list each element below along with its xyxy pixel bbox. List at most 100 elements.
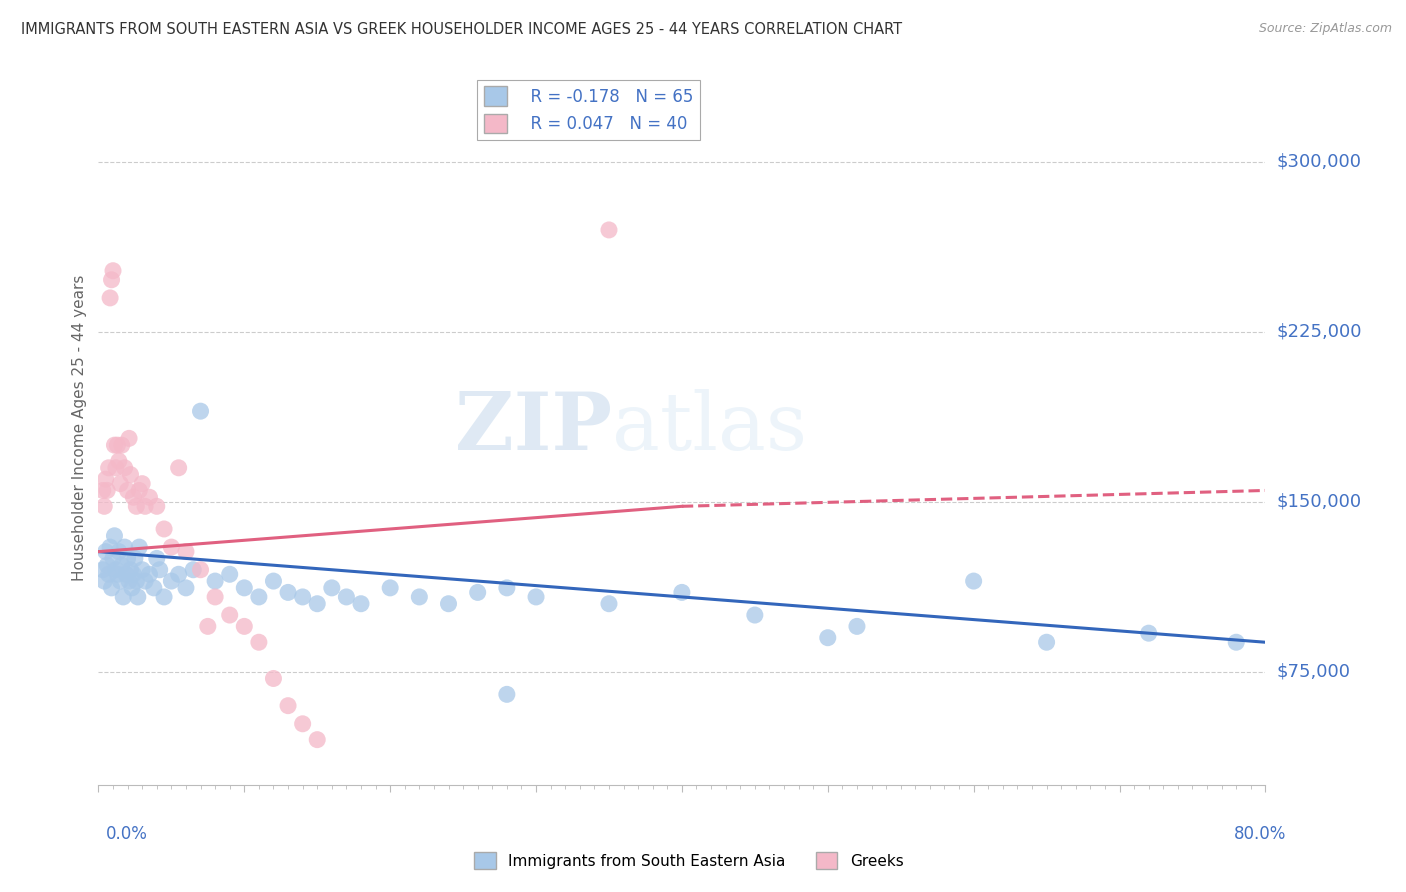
Point [380, 581, 402, 595]
Point [115, 567, 138, 582]
Text: ZIP: ZIP [456, 389, 612, 467]
Point [91, 483, 114, 498]
Point [962, 574, 984, 588]
Point [291, 716, 314, 731]
Text: 80.0%: 80.0% [1234, 825, 1286, 843]
Point [93, 574, 115, 588]
Point [94, 544, 117, 558]
Point [598, 223, 620, 237]
Point [105, 567, 128, 582]
Point [437, 597, 460, 611]
Legend: Immigrants from South Eastern Asia, Greeks: Immigrants from South Eastern Asia, Gree… [468, 846, 910, 875]
Point [247, 635, 270, 649]
Point [181, 563, 204, 577]
Point [160, 574, 183, 588]
Point [104, 460, 127, 475]
Point [101, 263, 124, 277]
Point [117, 483, 139, 498]
Point [98, 540, 121, 554]
Point [1225, 635, 1247, 649]
Point [350, 597, 373, 611]
Point [496, 687, 519, 701]
Point [174, 544, 197, 558]
Point [146, 500, 169, 514]
Point [744, 608, 766, 623]
Point [233, 619, 256, 633]
Point [97, 567, 120, 582]
Point [108, 544, 131, 558]
Point [524, 590, 547, 604]
Point [167, 567, 190, 582]
Point [598, 597, 620, 611]
Point [204, 574, 226, 588]
Point [128, 540, 150, 554]
Point [112, 590, 135, 604]
Point [114, 460, 136, 475]
Point [197, 619, 219, 633]
Point [93, 500, 115, 514]
Point [408, 590, 430, 604]
Point [1137, 626, 1160, 640]
Point [167, 460, 190, 475]
Point [104, 563, 127, 577]
Point [138, 567, 160, 582]
Point [96, 483, 118, 498]
Point [153, 590, 176, 604]
Point [122, 567, 145, 582]
Point [110, 476, 132, 491]
Point [263, 574, 285, 588]
Text: Source: ZipAtlas.com: Source: ZipAtlas.com [1258, 22, 1392, 36]
Point [190, 563, 212, 577]
Point [118, 574, 141, 588]
Point [138, 490, 160, 504]
Point [97, 460, 120, 475]
Text: $300,000: $300,000 [1277, 153, 1361, 171]
Point [307, 732, 329, 747]
Y-axis label: Householder Income Ages 25 - 44 years: Householder Income Ages 25 - 44 years [72, 275, 87, 582]
Point [247, 590, 270, 604]
Point [817, 631, 839, 645]
Point [335, 590, 357, 604]
Point [218, 567, 240, 582]
Point [118, 431, 141, 445]
Point [105, 438, 128, 452]
Point [307, 597, 329, 611]
Text: $225,000: $225,000 [1277, 323, 1362, 341]
Point [218, 608, 240, 623]
Point [108, 454, 131, 468]
Point [846, 619, 869, 633]
Point [190, 404, 212, 418]
Point [111, 558, 134, 573]
Legend:   R = -0.178   N = 65,   R = 0.047   N = 40: R = -0.178 N = 65, R = 0.047 N = 40 [477, 79, 700, 140]
Text: $75,000: $75,000 [1277, 663, 1351, 681]
Point [100, 581, 122, 595]
Point [117, 551, 139, 566]
Point [153, 522, 176, 536]
Point [101, 551, 124, 566]
Point [131, 563, 153, 577]
Point [467, 585, 489, 599]
Point [204, 590, 226, 604]
Point [121, 581, 143, 595]
Text: atlas: atlas [612, 389, 807, 467]
Point [114, 540, 136, 554]
Point [91, 563, 114, 577]
Point [160, 540, 183, 554]
Point [233, 581, 256, 595]
Point [671, 585, 693, 599]
Text: 0.0%: 0.0% [105, 825, 148, 843]
Text: $150,000: $150,000 [1277, 492, 1361, 511]
Point [291, 590, 314, 604]
Point [277, 585, 299, 599]
Point [127, 590, 149, 604]
Point [110, 574, 132, 588]
Point [321, 581, 343, 595]
Point [124, 551, 146, 566]
Point [134, 574, 156, 588]
Point [103, 438, 125, 452]
Point [174, 581, 197, 595]
Point [146, 551, 169, 566]
Point [134, 500, 156, 514]
Point [122, 490, 145, 504]
Point [277, 698, 299, 713]
